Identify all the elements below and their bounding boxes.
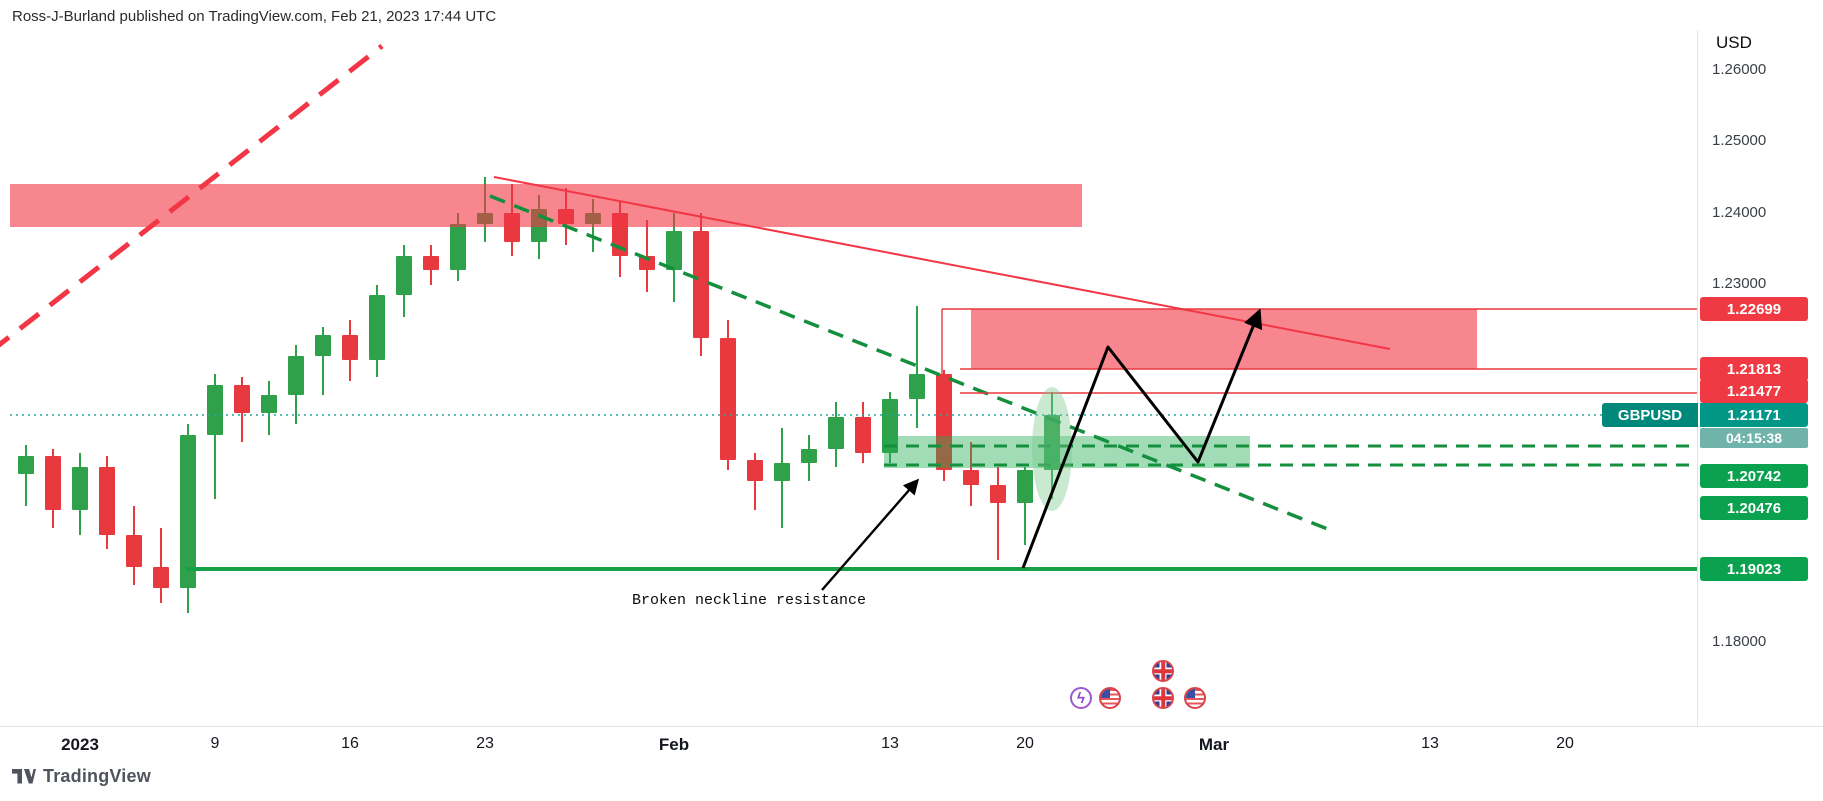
uk-flag-cross bbox=[1154, 696, 1172, 700]
candle-body bbox=[45, 456, 61, 510]
y-axis-label: 1.18000 bbox=[1712, 633, 1767, 650]
economic-event-icon-uk[interactable] bbox=[1152, 660, 1174, 682]
candle-body bbox=[207, 385, 223, 435]
candle-body bbox=[423, 256, 439, 270]
economic-event-icon-high-impact[interactable]: ϟ bbox=[1070, 687, 1092, 709]
symbol-name-label: GBPUSD bbox=[1602, 403, 1698, 427]
candle-body bbox=[855, 417, 871, 453]
current-price-label: 1.21171 bbox=[1700, 403, 1808, 427]
candle-body bbox=[639, 256, 655, 270]
candle-body bbox=[531, 209, 547, 242]
candle-body bbox=[720, 338, 736, 460]
x-axis-label: 16 bbox=[341, 735, 359, 752]
candle-wick bbox=[25, 445, 27, 506]
candle-body bbox=[234, 385, 250, 413]
candle-body bbox=[909, 374, 925, 399]
tradingview-logo-icon bbox=[12, 769, 36, 784]
candle-body bbox=[72, 467, 88, 510]
candle-body bbox=[477, 213, 493, 224]
y-axis-label: 1.24000 bbox=[1712, 204, 1767, 221]
candle-body bbox=[180, 435, 196, 588]
candle-body bbox=[99, 467, 115, 535]
price-label-support-2: 1.20476 bbox=[1700, 496, 1808, 520]
candle-body bbox=[882, 399, 898, 453]
x-axis-label: 2023 bbox=[61, 735, 99, 754]
candle-body bbox=[828, 417, 844, 449]
price-axis-border bbox=[1697, 30, 1698, 726]
price-label-resistance-1: 1.22699 bbox=[1700, 297, 1808, 321]
x-axis-label: 20 bbox=[1556, 735, 1574, 752]
x-axis-label: 9 bbox=[210, 735, 220, 752]
candle-wick bbox=[322, 327, 324, 395]
candle-body bbox=[612, 213, 628, 256]
candle-wick bbox=[997, 467, 999, 560]
y-axis-label: 1.26000 bbox=[1712, 61, 1767, 78]
candle-body bbox=[342, 335, 358, 360]
economic-event-icon-us[interactable] bbox=[1099, 687, 1121, 709]
price-label-support-1: 1.20742 bbox=[1700, 464, 1808, 488]
candle-wick bbox=[484, 177, 486, 242]
candle-body bbox=[153, 567, 169, 588]
candle-body bbox=[558, 209, 574, 224]
y-axis-label: 1.23000 bbox=[1712, 275, 1767, 292]
candle-wick bbox=[160, 528, 162, 603]
price-axis-currency-label: USD bbox=[1716, 33, 1752, 52]
us-flag-canton bbox=[1186, 689, 1195, 698]
economic-event-icon-us[interactable] bbox=[1184, 687, 1206, 709]
candle-body bbox=[315, 335, 331, 356]
candle-body bbox=[261, 395, 277, 413]
candle-body bbox=[1044, 415, 1060, 470]
candle-wick bbox=[916, 306, 918, 428]
candle-body bbox=[126, 535, 142, 567]
us-flag-canton bbox=[1101, 689, 1110, 698]
candle-body bbox=[693, 231, 709, 338]
candle-body bbox=[666, 231, 682, 270]
candle-body bbox=[801, 449, 817, 463]
x-axis-label: 13 bbox=[1421, 735, 1439, 752]
bar-close-countdown: 04:15:38 bbox=[1700, 428, 1808, 448]
candle-body bbox=[936, 374, 952, 470]
candle-wick bbox=[214, 374, 216, 499]
candle-body bbox=[963, 470, 979, 485]
price-label-resistance-3: 1.21477 bbox=[1700, 379, 1808, 403]
candle-body bbox=[450, 224, 466, 270]
x-axis-label: 13 bbox=[881, 735, 899, 752]
x-axis-label: 20 bbox=[1016, 735, 1034, 752]
time-axis-border bbox=[0, 726, 1823, 727]
tradingview-logo-text: TradingView bbox=[43, 766, 151, 786]
candle-body bbox=[396, 256, 412, 295]
byline: Ross-J-Burland published on TradingView.… bbox=[12, 8, 497, 25]
candle-body bbox=[990, 485, 1006, 503]
candle-body bbox=[369, 295, 385, 360]
tradingview-footer-logo[interactable]: TradingView bbox=[12, 766, 151, 787]
candle-body bbox=[18, 456, 34, 474]
y-axis-label: 1.25000 bbox=[1712, 132, 1767, 149]
candle-body bbox=[288, 356, 304, 395]
economic-event-icon-uk[interactable] bbox=[1152, 687, 1174, 709]
candle-wick bbox=[592, 199, 594, 252]
chart-plot-area[interactable] bbox=[0, 0, 1697, 726]
candle-body bbox=[747, 460, 763, 481]
candle-body bbox=[585, 213, 601, 224]
uk-flag-cross bbox=[1154, 669, 1172, 673]
x-axis-label: Mar bbox=[1198, 735, 1230, 754]
candle-body bbox=[774, 463, 790, 481]
x-axis-label: Feb bbox=[658, 735, 690, 754]
price-label-resistance-2: 1.21813 bbox=[1700, 357, 1808, 381]
x-axis-label: 23 bbox=[476, 735, 494, 752]
price-label-support-3: 1.19023 bbox=[1700, 557, 1808, 581]
candle-body bbox=[504, 213, 520, 242]
candle-body bbox=[1017, 470, 1033, 503]
neckline-annotation-text: Broken neckline resistance bbox=[632, 592, 867, 609]
